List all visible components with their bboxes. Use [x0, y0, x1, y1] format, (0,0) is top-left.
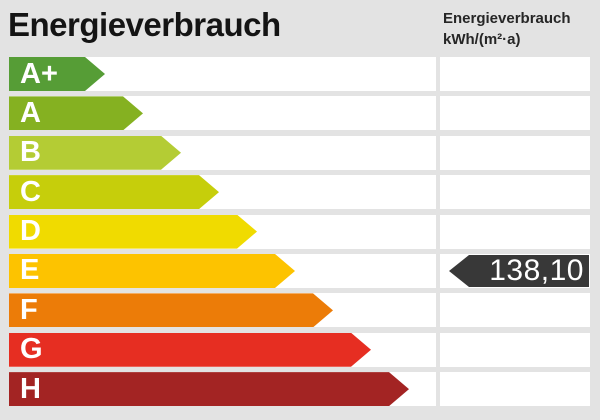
grade-label: B	[20, 136, 41, 169]
grade-arrow-icon: F	[9, 293, 333, 327]
value-cell	[440, 175, 590, 210]
grade-label: F	[20, 293, 38, 326]
grade-arrow-icon: H	[9, 372, 409, 406]
scale-row-d: D	[9, 214, 590, 249]
grade-label: D	[20, 215, 41, 248]
grade-arrow-icon: A	[9, 96, 143, 130]
scale-rows: A+ A B C D E 138,10 F G H	[9, 57, 590, 407]
grade-arrow-icon: C	[9, 175, 219, 209]
value-cell	[440, 135, 590, 170]
row-strip: H	[9, 372, 436, 407]
row-strip: E	[9, 253, 436, 288]
scale-row-e: E 138,10	[9, 253, 590, 288]
row-strip: B	[9, 135, 436, 170]
scale-row-g: G	[9, 332, 590, 367]
scale-row-h: H	[9, 372, 590, 407]
value-cell	[440, 214, 590, 249]
scale-row-a+: A+	[9, 57, 590, 91]
grade-label: A+	[20, 57, 58, 90]
row-strip: C	[9, 175, 436, 210]
value-cell: 138,10	[440, 253, 590, 288]
unit-header: Energieverbrauch kWh/(m²·a)	[443, 8, 571, 50]
scale-row-b: B	[9, 135, 590, 170]
grade-arrow-icon: G	[9, 333, 371, 367]
unit-header-subtitle: kWh/(m²·a)	[443, 31, 521, 48]
page-title: Energieverbrauch	[8, 6, 281, 43]
scale-row-c: C	[9, 175, 590, 210]
value-cell	[440, 372, 590, 407]
grade-arrow-icon: D	[9, 215, 257, 249]
value-cell	[440, 96, 590, 131]
scale-row-f: F	[9, 293, 590, 328]
grade-label: C	[20, 175, 41, 208]
grade-arrow-icon: A+	[9, 57, 105, 91]
grade-arrow-icon: E	[9, 254, 295, 288]
grade-label: H	[20, 372, 41, 405]
unit-header-title: Energieverbrauch	[443, 10, 571, 27]
grade-label: G	[20, 333, 43, 366]
value-cell	[440, 332, 590, 367]
row-strip: G	[9, 332, 436, 367]
grade-label: A	[20, 96, 41, 129]
value-cell	[440, 57, 590, 91]
grade-arrow-icon: B	[9, 136, 181, 170]
value-text: 138,10	[489, 253, 584, 287]
row-strip: D	[9, 214, 436, 249]
row-strip: A	[9, 96, 436, 131]
value-marker-icon: 138,10	[449, 253, 589, 287]
row-strip: F	[9, 293, 436, 328]
grade-label: E	[20, 254, 40, 287]
value-cell	[440, 293, 590, 328]
row-strip: A+	[9, 57, 436, 91]
scale-row-a: A	[9, 96, 590, 131]
